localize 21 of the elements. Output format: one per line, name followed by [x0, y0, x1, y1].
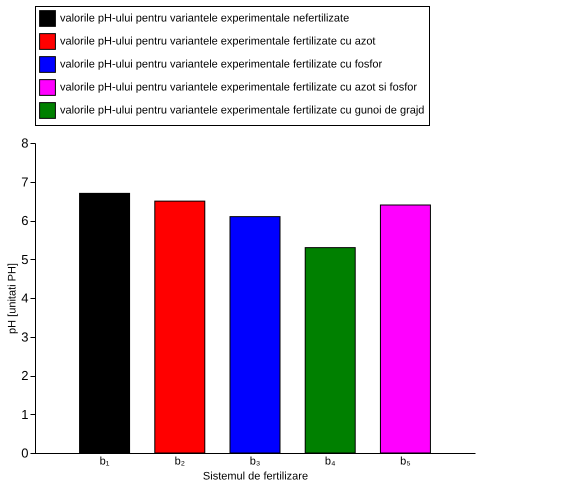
y-tick-label: 5	[21, 252, 28, 267]
y-tick-label: 1	[21, 406, 28, 422]
y-tick-label: 3	[21, 329, 28, 344]
x-tick-label: b₅	[400, 456, 411, 468]
y-tick-label: 8	[21, 136, 28, 150]
x-axis-title: Sistemul de fertilizare	[202, 470, 308, 482]
y-tick-label: 7	[21, 174, 28, 190]
legend-label: valorile pH-ului pentru variantele experimentale fertilizate cu azot si fosfor	[60, 82, 418, 94]
legend-label: valorile pH-ului pentru variantele experimentale fertilizate cu azot	[60, 36, 376, 48]
y-tick-label: 4	[21, 290, 28, 306]
legend-label: valorile pH-ului pentru variantele experimentale nefertilizate	[60, 12, 350, 24]
legend-label: valorile pH-ului pentru variantele experimentale fertilizate cu fosfor	[60, 58, 383, 70]
y-tick-label: 2	[21, 368, 28, 383]
y-tick-label: 6	[21, 213, 28, 228]
x-tick-label: b₄	[324, 456, 336, 468]
legend-label: valorile pH-ului pentru variantele experimentale fertilizate cu gunoi de grajd	[60, 104, 424, 116]
y-axis-title: pH [unitati PH]	[6, 263, 18, 334]
y-tick-label: 0	[21, 446, 28, 460]
x-tick-label: b₁	[100, 456, 110, 468]
x-tick-label: b₃	[250, 456, 260, 468]
x-tick-label: b₂	[174, 456, 185, 468]
